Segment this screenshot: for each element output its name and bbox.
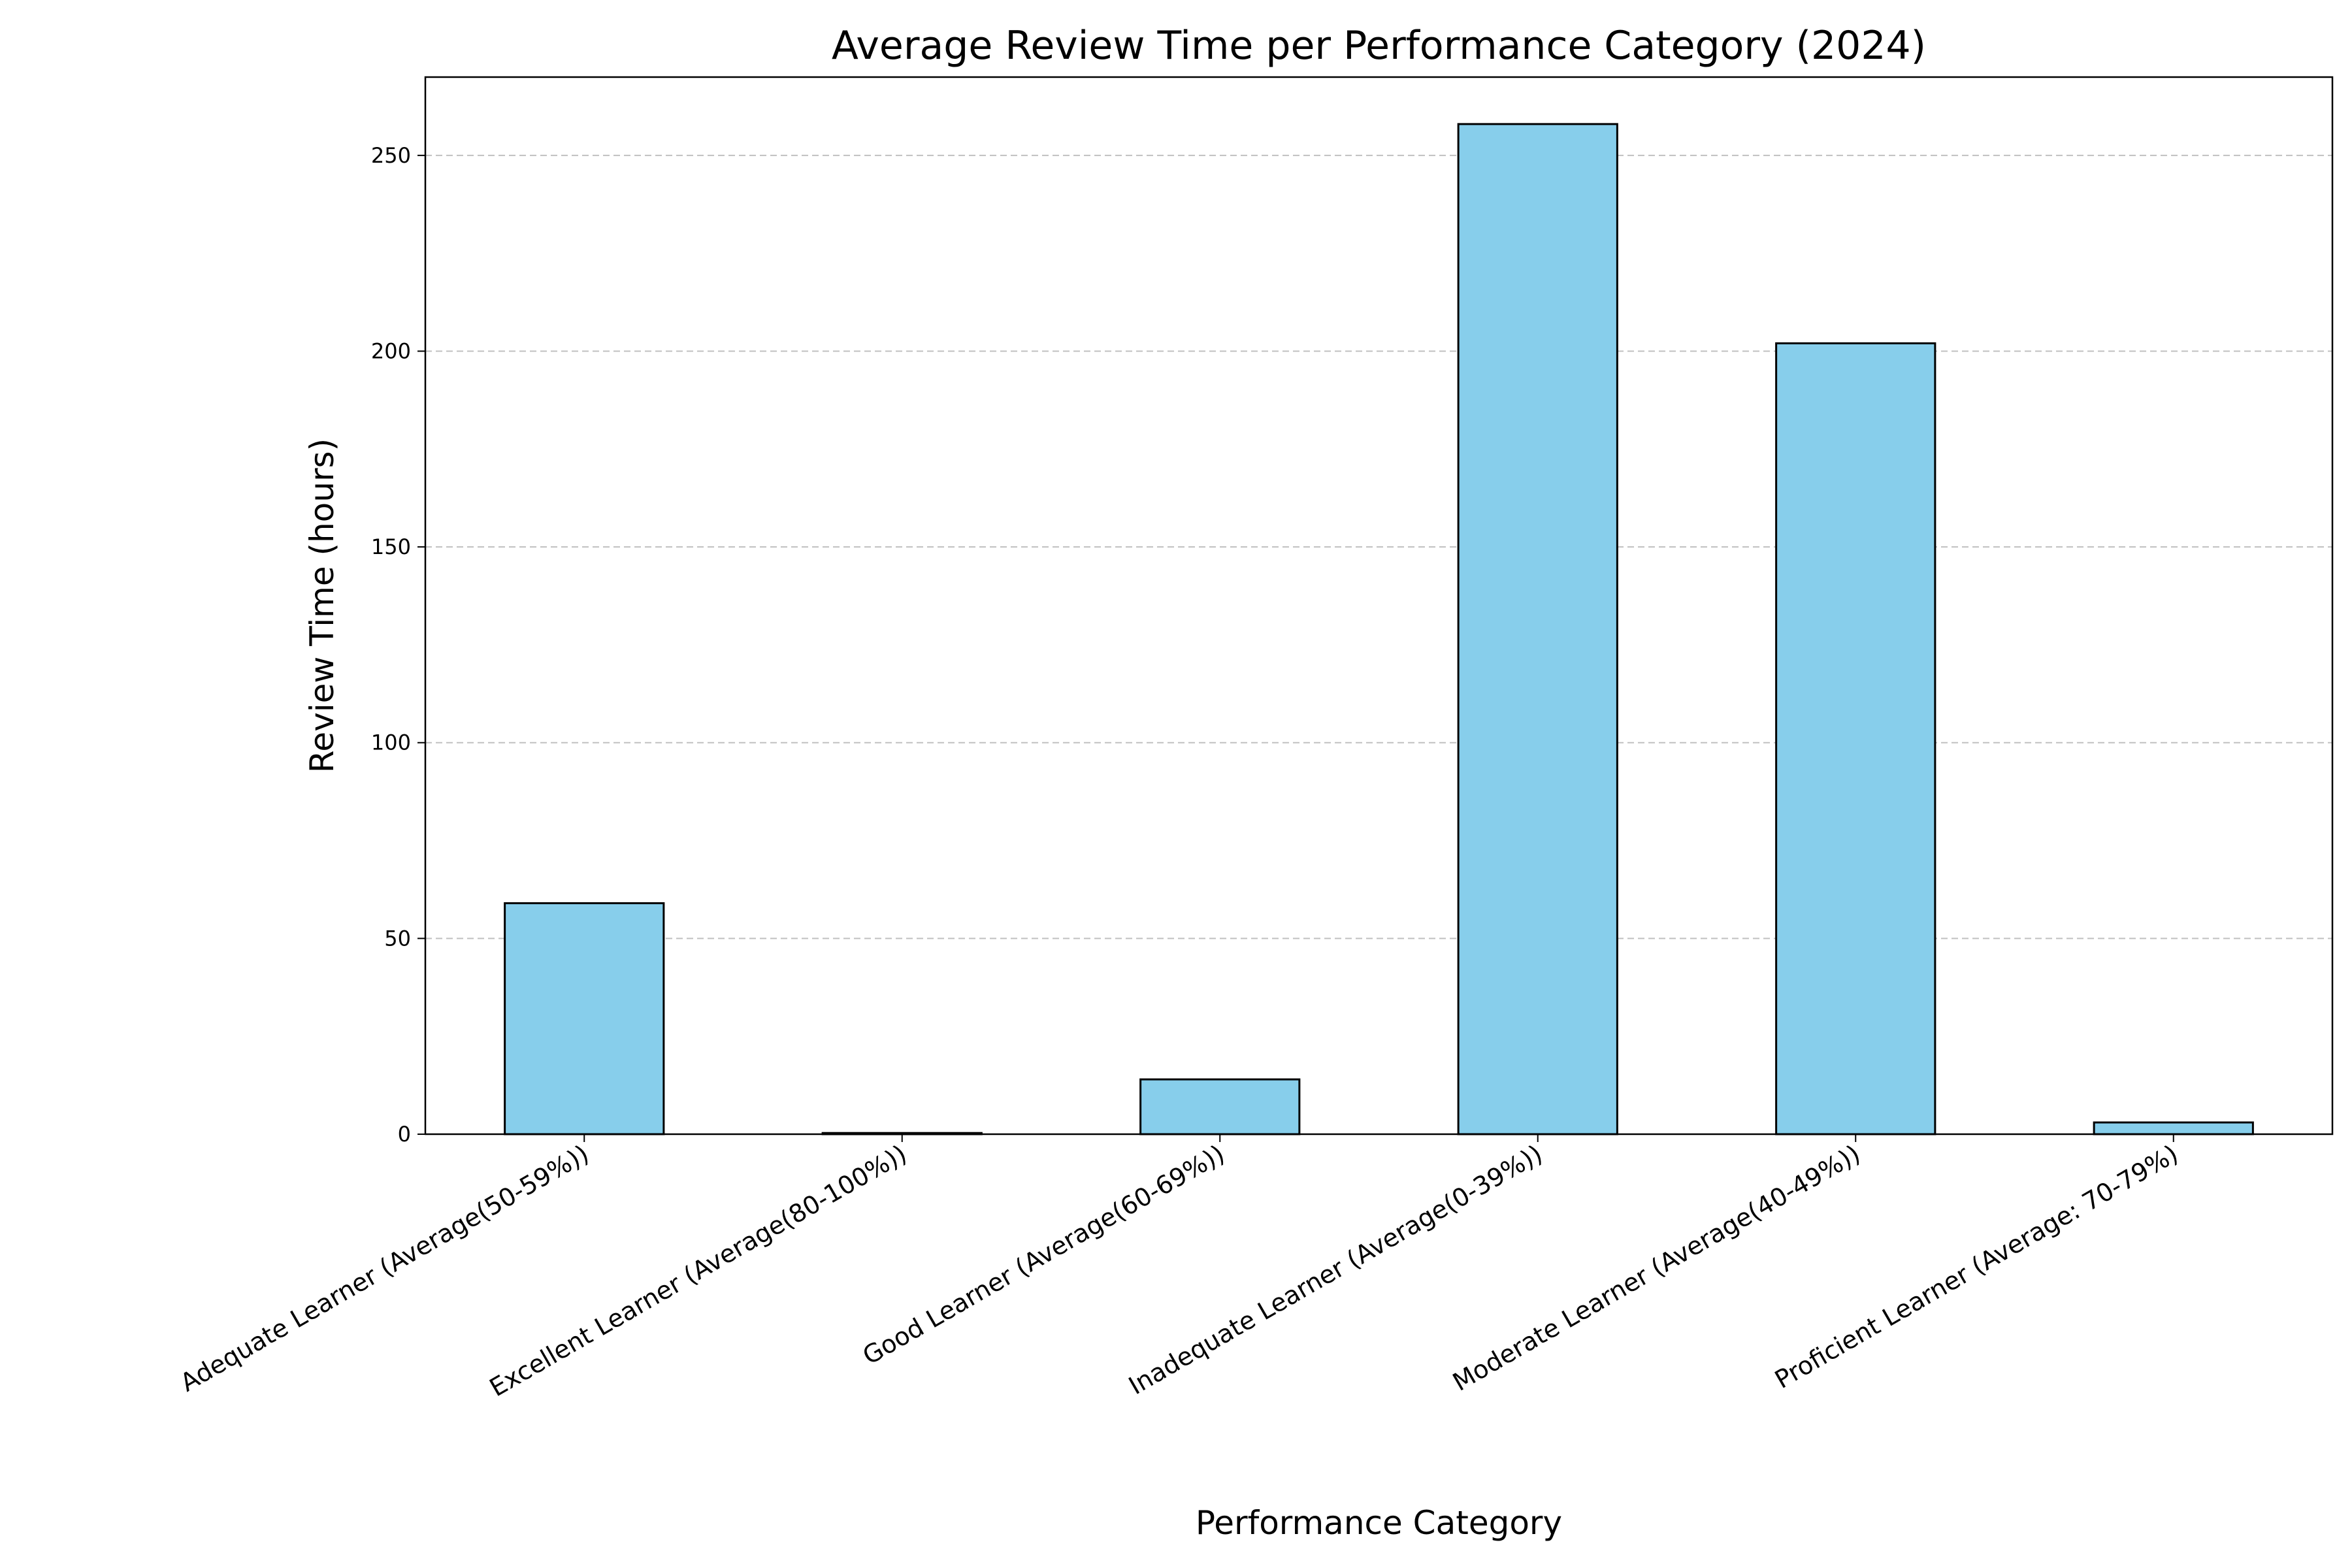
y-tick-label: 0	[398, 1122, 411, 1147]
bar	[1139, 1078, 1301, 1135]
x-axis-ticks: Adequate Learner (Average(50-59%))Excell…	[176, 1134, 2183, 1402]
bar	[1457, 123, 1618, 1135]
y-axis-title: Review Time (hours)	[303, 438, 341, 773]
y-tick-label: 200	[371, 338, 411, 363]
y-tick-label: 150	[371, 534, 411, 559]
bars	[504, 123, 2254, 1135]
y-tick-label: 50	[384, 926, 411, 951]
x-tick-label: Good Learner (Average(60-69%))	[858, 1139, 1230, 1371]
x-axis-title: Performance Category	[1196, 1504, 1562, 1542]
y-tick-label: 250	[371, 143, 411, 168]
grid-lines	[425, 154, 2332, 939]
bar	[2093, 1121, 2254, 1135]
y-tick-label: 100	[371, 730, 411, 755]
y-axis-ticks: 0 50 100 150 200 250	[371, 143, 425, 1147]
bar	[1775, 342, 1936, 1135]
plot-frame	[424, 76, 2334, 1135]
chart-title: Average Review Time per Performance Cate…	[832, 23, 1926, 69]
bar	[504, 902, 665, 1135]
